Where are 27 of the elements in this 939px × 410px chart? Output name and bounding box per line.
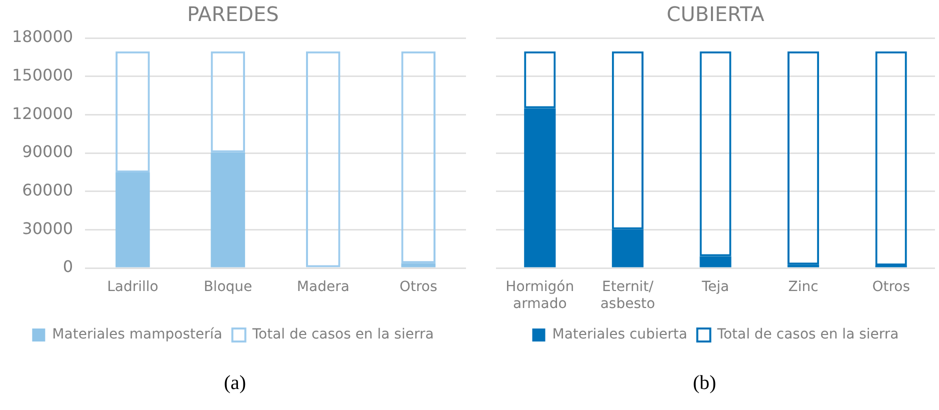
y-tick-label: 60000 xyxy=(22,180,74,200)
x-tick-label: Otros xyxy=(872,279,910,296)
x-tick-label: Zinc xyxy=(788,279,818,296)
legend-label: Materiales cubierta xyxy=(552,326,688,343)
text: (a) xyxy=(222,372,248,395)
x-tick-label: Ladrillo xyxy=(107,279,158,296)
chart-title: PAREDES xyxy=(187,2,279,26)
legend-label: Total de casos en la sierra xyxy=(716,326,899,343)
y-tick-label: 120000 xyxy=(12,104,74,123)
legend-label: Materiales mampostería xyxy=(52,326,222,343)
chart-title: CUBIERTA xyxy=(666,2,765,26)
y-tick-label: 150000 xyxy=(12,65,74,84)
x-tick-label: Madera xyxy=(296,279,350,296)
text: (b) xyxy=(692,372,718,395)
bar xyxy=(116,172,150,268)
bar xyxy=(401,263,436,268)
legend-label: Total de casos en la sierra xyxy=(251,326,434,343)
bar xyxy=(210,152,246,268)
x-tick-label: Eternit/ asbesto xyxy=(600,279,656,312)
y-tick-label: 90000 xyxy=(22,142,74,162)
x-tick-label: Bloque xyxy=(204,279,252,296)
x-tick-label: Otros xyxy=(399,279,438,296)
y-tick-label: 30000 xyxy=(22,218,74,238)
x-tick-label: Teja xyxy=(700,279,730,296)
y-tick-label: 180000 xyxy=(12,27,74,46)
y-tick-label: 0 xyxy=(62,257,74,276)
x-tick-label: Hormigón armado xyxy=(506,279,574,312)
